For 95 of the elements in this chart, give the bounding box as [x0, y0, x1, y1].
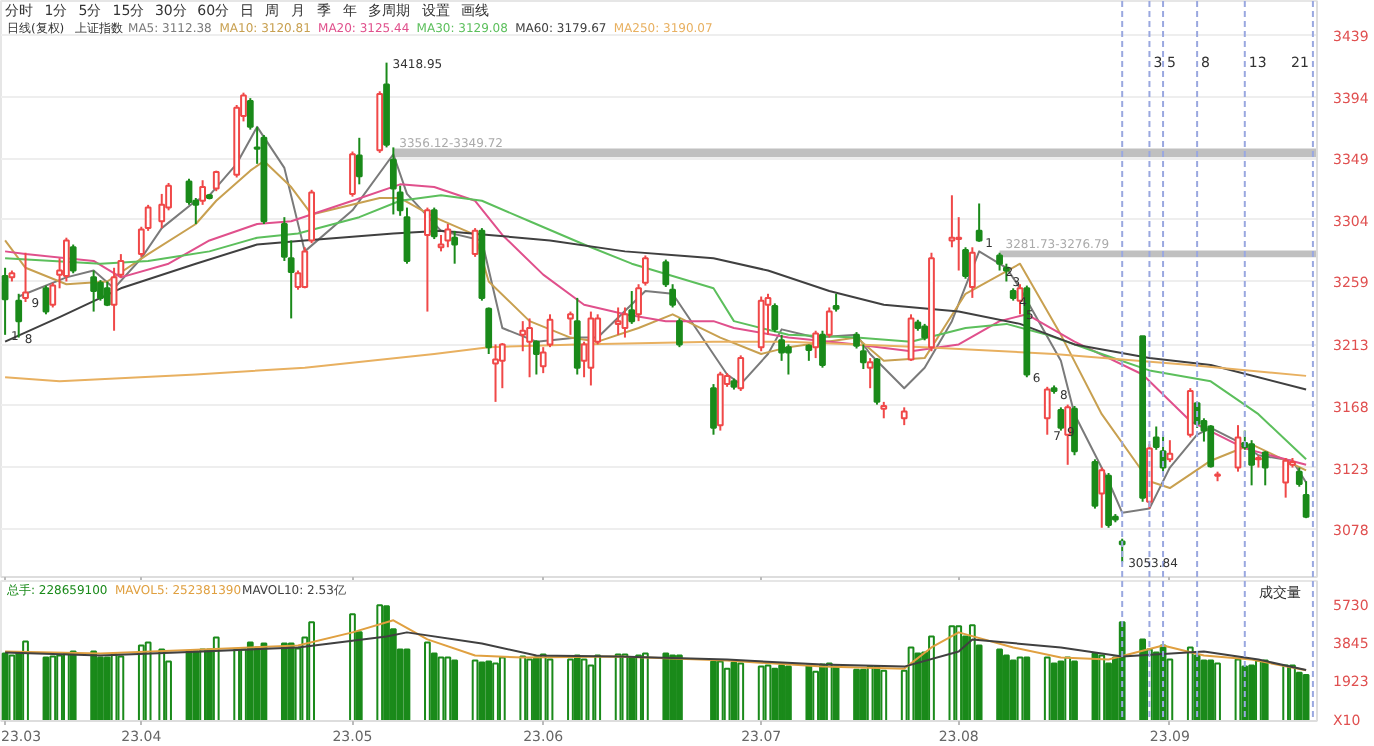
bar — [614, 653, 622, 721]
bar — [212, 636, 220, 721]
line-series — [4, 631, 1308, 672]
bar — [451, 659, 459, 721]
bar — [63, 652, 70, 721]
bar — [308, 621, 315, 721]
bar — [1105, 662, 1112, 721]
bar — [444, 656, 452, 721]
bar — [1289, 664, 1296, 721]
bar — [771, 667, 779, 721]
bar — [996, 648, 1003, 721]
bar — [573, 654, 581, 721]
bar — [859, 668, 867, 721]
bar — [710, 660, 717, 721]
bar — [1064, 656, 1072, 721]
bar — [723, 667, 731, 721]
bar — [49, 655, 57, 721]
bar — [533, 656, 540, 721]
bar — [137, 644, 145, 721]
bar — [825, 662, 833, 721]
candlestick — [955, 216, 963, 272]
bar — [199, 648, 207, 721]
bar — [383, 605, 390, 721]
bar — [1071, 660, 1078, 721]
candlestick — [526, 317, 533, 379]
bar — [1098, 654, 1106, 721]
bar — [805, 664, 813, 721]
bar — [90, 650, 98, 721]
bar — [669, 654, 677, 721]
bar — [757, 665, 765, 721]
candlestick — [968, 246, 976, 299]
bar — [144, 641, 152, 721]
bar — [103, 656, 111, 721]
bar — [785, 665, 792, 721]
bar — [280, 642, 288, 721]
bar — [22, 640, 29, 721]
bar — [485, 660, 493, 721]
bar — [498, 656, 506, 721]
bar — [246, 641, 254, 721]
bar — [424, 641, 431, 721]
bar — [866, 665, 874, 721]
bar — [737, 662, 745, 721]
bar — [778, 664, 785, 721]
bar — [1282, 664, 1290, 721]
bar — [1009, 659, 1017, 721]
bar — [287, 642, 295, 721]
line-series — [17, 125, 1308, 514]
bar — [519, 655, 527, 721]
bar — [716, 660, 724, 721]
bar — [240, 648, 247, 721]
candlestick — [519, 320, 527, 353]
bar — [253, 646, 261, 721]
bar — [955, 625, 963, 721]
bar — [376, 604, 384, 721]
bar — [1295, 671, 1303, 721]
line-series — [4, 229, 1308, 391]
bar — [676, 654, 683, 721]
bar — [56, 654, 63, 721]
bar — [233, 648, 241, 721]
bar — [819, 663, 826, 721]
bar — [567, 658, 574, 721]
bar — [662, 652, 670, 721]
bar — [69, 650, 77, 721]
line-series — [4, 619, 1308, 672]
bar — [853, 668, 860, 721]
bar — [968, 624, 976, 721]
candlestick — [492, 343, 499, 403]
bar — [635, 654, 642, 721]
bar — [1261, 659, 1269, 721]
bar — [492, 662, 499, 721]
bar — [594, 654, 602, 721]
bar — [192, 650, 200, 721]
bar — [880, 669, 888, 721]
bar — [1186, 646, 1194, 721]
bar — [1003, 654, 1010, 721]
bar — [1023, 656, 1031, 721]
bar — [1152, 651, 1160, 721]
bar — [97, 656, 104, 721]
bar — [1207, 659, 1215, 721]
bar — [812, 670, 820, 721]
bar — [1139, 638, 1147, 721]
bar — [928, 635, 935, 721]
bar — [1255, 659, 1262, 721]
bar — [1043, 656, 1051, 721]
bar — [526, 658, 533, 721]
bar — [349, 613, 356, 721]
bar — [539, 653, 547, 721]
bar — [1214, 662, 1221, 721]
candlestick — [389, 146, 397, 216]
bar — [641, 652, 649, 721]
candlestick — [614, 306, 622, 336]
bar — [1248, 664, 1255, 721]
bar — [914, 652, 922, 721]
bar — [158, 648, 166, 721]
bar — [628, 656, 636, 721]
